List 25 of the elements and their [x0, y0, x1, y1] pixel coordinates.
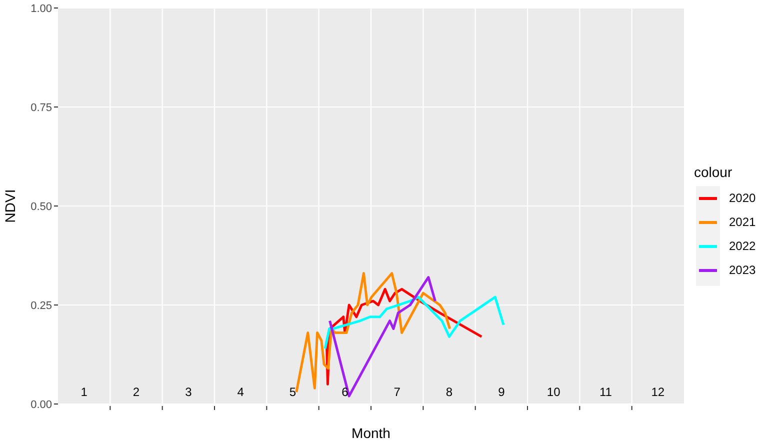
- x-tick-label: 1: [80, 385, 88, 399]
- x-tick-label: 10: [546, 385, 561, 399]
- x-tick-label: 2: [132, 385, 140, 399]
- y-tick-label: 0.75: [30, 102, 52, 114]
- x-tick-label: 12: [651, 385, 665, 399]
- x-tick-label: 9: [498, 385, 506, 399]
- line-series: [324, 296, 505, 350]
- legend-label: 2022: [729, 239, 756, 253]
- y-axis-title: NDVI: [2, 189, 18, 223]
- legend-label: 2021: [729, 215, 756, 229]
- x-tick-label: 4: [237, 385, 244, 399]
- x-tick-label: 11: [600, 385, 612, 399]
- line-series: [328, 276, 436, 398]
- y-tick-label: 0.00: [30, 398, 52, 411]
- x-tick-label: 7: [394, 385, 401, 399]
- y-tick-label: 0.25: [30, 300, 52, 312]
- y-tick-label: 0.50: [30, 200, 52, 213]
- x-tick-label: 3: [185, 385, 192, 399]
- x-axis-title: Month: [352, 425, 390, 441]
- x-tick-label: 8: [446, 385, 453, 399]
- y-tick-label: 1.00: [30, 2, 52, 15]
- x-tick-label: 5: [289, 385, 296, 399]
- legend-title: colour: [694, 164, 734, 180]
- legend-label: 2020: [729, 191, 756, 205]
- legend-label: 2023: [729, 263, 756, 277]
